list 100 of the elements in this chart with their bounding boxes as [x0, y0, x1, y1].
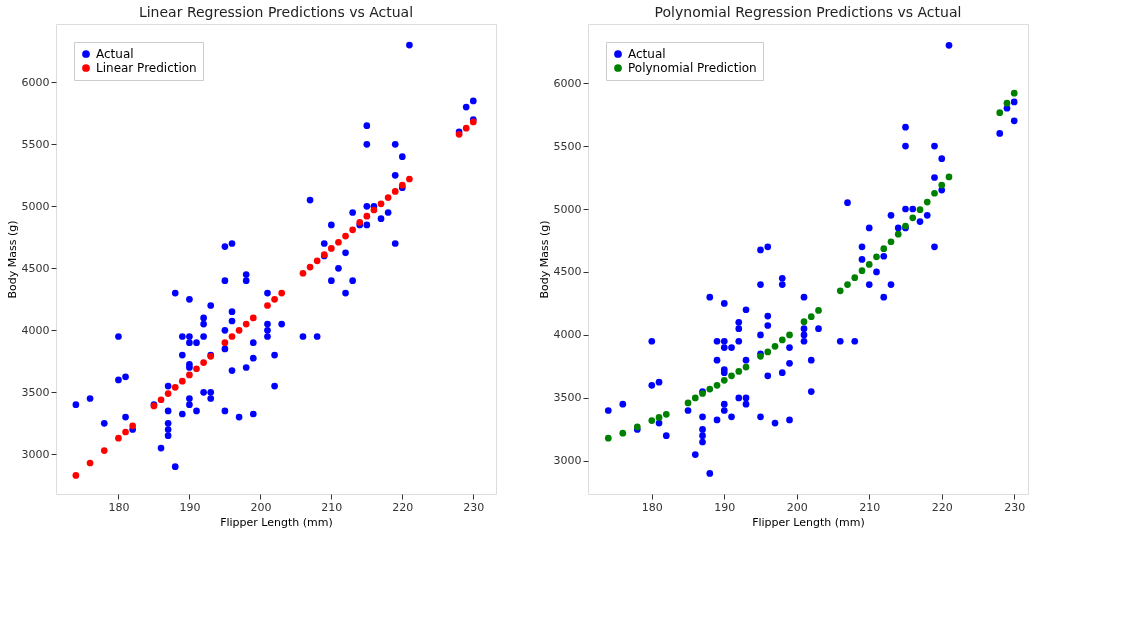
- y-tick-label: 5000: [553, 202, 582, 216]
- point: [858, 267, 866, 275]
- y-tick-label: 3500: [21, 385, 50, 399]
- point: [706, 385, 714, 393]
- point: [186, 371, 193, 379]
- point: [931, 189, 938, 197]
- point: [742, 363, 750, 371]
- point: [363, 212, 371, 220]
- legend-label: Actual: [96, 47, 134, 61]
- y-axis-title: Body Mass (g): [537, 220, 551, 299]
- point: [377, 200, 385, 208]
- point: [691, 394, 699, 402]
- point: [384, 194, 392, 201]
- x-tick-label: 210: [859, 500, 881, 514]
- point: [164, 390, 172, 397]
- point: [887, 238, 895, 246]
- point: [328, 245, 335, 252]
- point: [807, 313, 815, 321]
- point: [720, 376, 728, 384]
- x-tick-label: 230: [1004, 500, 1026, 514]
- legend-label: Polynomial Prediction: [628, 61, 757, 75]
- point: [655, 414, 663, 421]
- point: [235, 326, 243, 334]
- point: [865, 261, 873, 268]
- point: [221, 339, 229, 347]
- y-tick-label: 4000: [21, 323, 50, 337]
- x-tick-label: 200: [786, 500, 808, 514]
- x-tick-label: 180: [108, 500, 130, 514]
- point: [938, 181, 946, 189]
- point: [129, 422, 136, 430]
- x-tick-label: 220: [931, 500, 953, 514]
- x-tick-label: 190: [179, 500, 201, 514]
- y-tick-label: 6000: [553, 76, 582, 90]
- point: [735, 368, 743, 375]
- point: [909, 214, 917, 222]
- point: [662, 410, 670, 418]
- point: [873, 253, 880, 261]
- y-tick-label: 4500: [21, 261, 50, 275]
- point: [72, 472, 80, 479]
- point: [370, 206, 378, 214]
- point: [335, 238, 342, 246]
- point: [200, 359, 207, 366]
- point: [1003, 99, 1011, 107]
- legend-label: Actual: [628, 47, 666, 61]
- legend-label: Linear Prediction: [96, 61, 197, 75]
- point: [157, 396, 165, 404]
- point: [115, 434, 122, 442]
- y-tick-label: 3500: [553, 391, 582, 405]
- point: [278, 289, 286, 297]
- point: [945, 173, 953, 181]
- y-tick-label: 4500: [553, 265, 582, 279]
- y-tick-label: 4000: [553, 328, 582, 342]
- point: [462, 124, 470, 132]
- point: [713, 381, 721, 389]
- x-axis-title: Flipper Length (mm): [752, 515, 865, 529]
- point: [271, 295, 278, 303]
- point: [996, 109, 1004, 117]
- point: [684, 399, 692, 407]
- point: [122, 428, 129, 436]
- point: [178, 377, 186, 385]
- x-tick-label: 190: [714, 500, 736, 514]
- point: [406, 175, 413, 183]
- point: [313, 257, 321, 265]
- point: [86, 459, 94, 467]
- y-tick-label: 5000: [21, 199, 50, 213]
- y-tick-label: 3000: [553, 454, 582, 468]
- y-axis-title: Body Mass (g): [5, 220, 19, 299]
- point: [391, 188, 399, 195]
- point: [193, 365, 200, 373]
- point: [648, 417, 656, 424]
- point: [619, 429, 627, 437]
- y-tick-label: 5500: [553, 139, 582, 153]
- point: [264, 302, 271, 309]
- point: [844, 281, 851, 288]
- point: [242, 320, 250, 328]
- point: [815, 307, 822, 314]
- point: [1010, 89, 1018, 97]
- point: [299, 269, 307, 277]
- point: [764, 348, 772, 356]
- point: [249, 314, 257, 322]
- chart-title: Polynomial Regression Predictions vs Actual: [654, 4, 962, 20]
- x-tick-label: 200: [250, 500, 272, 514]
- point: [171, 384, 179, 391]
- point: [786, 331, 793, 339]
- point: [894, 230, 902, 238]
- point: [800, 318, 808, 326]
- point: [228, 333, 236, 340]
- point: [916, 206, 924, 213]
- point: [880, 245, 888, 253]
- y-tick-label: 3000: [21, 447, 50, 461]
- x-tick-label: 180: [641, 500, 663, 514]
- point: [604, 434, 612, 442]
- x-tick-label: 210: [321, 500, 343, 514]
- point: [923, 198, 931, 206]
- point: [851, 274, 859, 281]
- point: [778, 336, 786, 344]
- y-tick-label: 6000: [21, 75, 50, 89]
- point: [306, 263, 314, 271]
- point: [349, 226, 356, 234]
- point: [771, 342, 779, 350]
